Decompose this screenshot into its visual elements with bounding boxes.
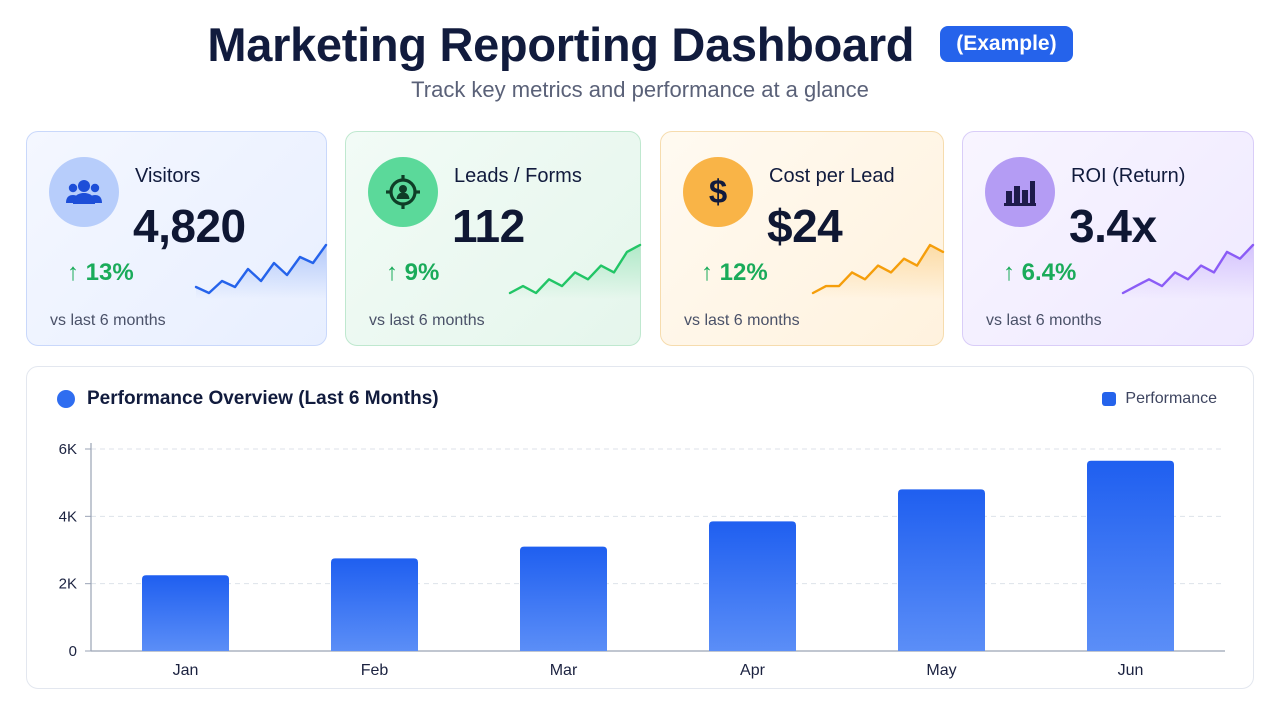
kpi-label: Visitors (135, 165, 201, 187)
panel-dot-icon (57, 390, 75, 408)
kpi-card-leads[interactable]: Leads / Forms 112 ↑ 9% vs last 6 months (345, 131, 642, 346)
x-tick-label: Mar (550, 662, 578, 679)
bar-mar[interactable] (520, 546, 607, 651)
bar-chart-icon (985, 157, 1055, 227)
sparkline (508, 243, 642, 299)
x-tick-label: Apr (740, 662, 766, 679)
kpi-note: vs last 6 months (986, 312, 1102, 329)
kpi-change: ↑ 13% (67, 259, 134, 286)
y-tick-label: 4K (59, 508, 77, 525)
bar-may[interactable] (898, 489, 985, 651)
performance-panel: Performance Overview (Last 6 Months) Per… (26, 366, 1254, 689)
bar-jun[interactable] (1087, 460, 1174, 651)
kpi-value: 4,820 (133, 200, 246, 252)
users-icon (49, 157, 119, 227)
kpi-value: $24 (767, 200, 843, 252)
kpi-note: vs last 6 months (684, 312, 800, 329)
svg-text:$: $ (709, 173, 727, 210)
x-tick-label: Jan (173, 662, 199, 679)
legend-label: Performance (1125, 390, 1217, 407)
kpi-label: Leads / Forms (454, 165, 582, 187)
y-tick-label: 2K (59, 576, 77, 593)
sparkline-area (813, 245, 943, 299)
kpi-change: ↑ 9% (386, 259, 440, 286)
kpi-card-visitors[interactable]: Visitors 4,820 ↑ 13% vs last 6 months (26, 131, 328, 346)
chart-title: Performance Overview (Last 6 Months) (87, 388, 439, 409)
example-badge: (Example) (940, 26, 1073, 62)
header: Marketing Reporting Dashboard (Example) (0, 14, 1280, 74)
kpi-change: ↑ 12% (701, 259, 768, 286)
kpi-value: 112 (452, 200, 525, 252)
sparkline (194, 243, 328, 299)
sparkline-area (510, 245, 640, 299)
page-subtitle: Track key metrics and performance at a g… (411, 77, 869, 102)
sparkline-line (811, 243, 945, 295)
kpi-change: ↑ 6.4% (1003, 259, 1077, 286)
target-icon (368, 157, 438, 227)
y-tick-label: 6K (59, 441, 77, 458)
x-tick-label: Jun (1118, 662, 1144, 679)
dollar-icon: $ (683, 157, 753, 227)
sparkline-area (1123, 245, 1253, 299)
kpi-label: ROI (Return) (1071, 165, 1186, 187)
sparkline (811, 243, 945, 299)
kpi-value: 3.4x (1069, 200, 1157, 252)
sparkline-line (194, 243, 328, 295)
sparkline-area (196, 245, 326, 299)
kpi-note: vs last 6 months (50, 312, 166, 329)
x-tick-label: May (926, 662, 956, 679)
kpi-label: Cost per Lead (769, 165, 895, 187)
chart-legend[interactable]: Performance (1102, 390, 1217, 408)
page-title: Marketing Reporting Dashboard (207, 17, 915, 71)
sparkline-line (1121, 243, 1255, 295)
kpi-card-cost-per-lead[interactable]: $ Cost per Lead $24 ↑ 12% vs last 6 mont… (660, 131, 945, 346)
y-tick-label: 0 (69, 643, 77, 660)
x-tick-label: Feb (361, 662, 389, 679)
kpi-note: vs last 6 months (369, 312, 485, 329)
bar-chart: 0 2K 4K 6K Jan Feb Mar Apr May Jun (59, 441, 1225, 679)
bar-apr[interactable] (709, 521, 796, 651)
sparkline-line (508, 243, 642, 295)
kpi-card-roi[interactable]: ROI (Return) 3.4x ↑ 6.4% vs last 6 month… (962, 131, 1255, 346)
bar-feb[interactable] (331, 558, 418, 651)
bar-jan[interactable] (142, 575, 229, 651)
legend-swatch (1102, 392, 1117, 406)
sparkline (1121, 243, 1255, 299)
